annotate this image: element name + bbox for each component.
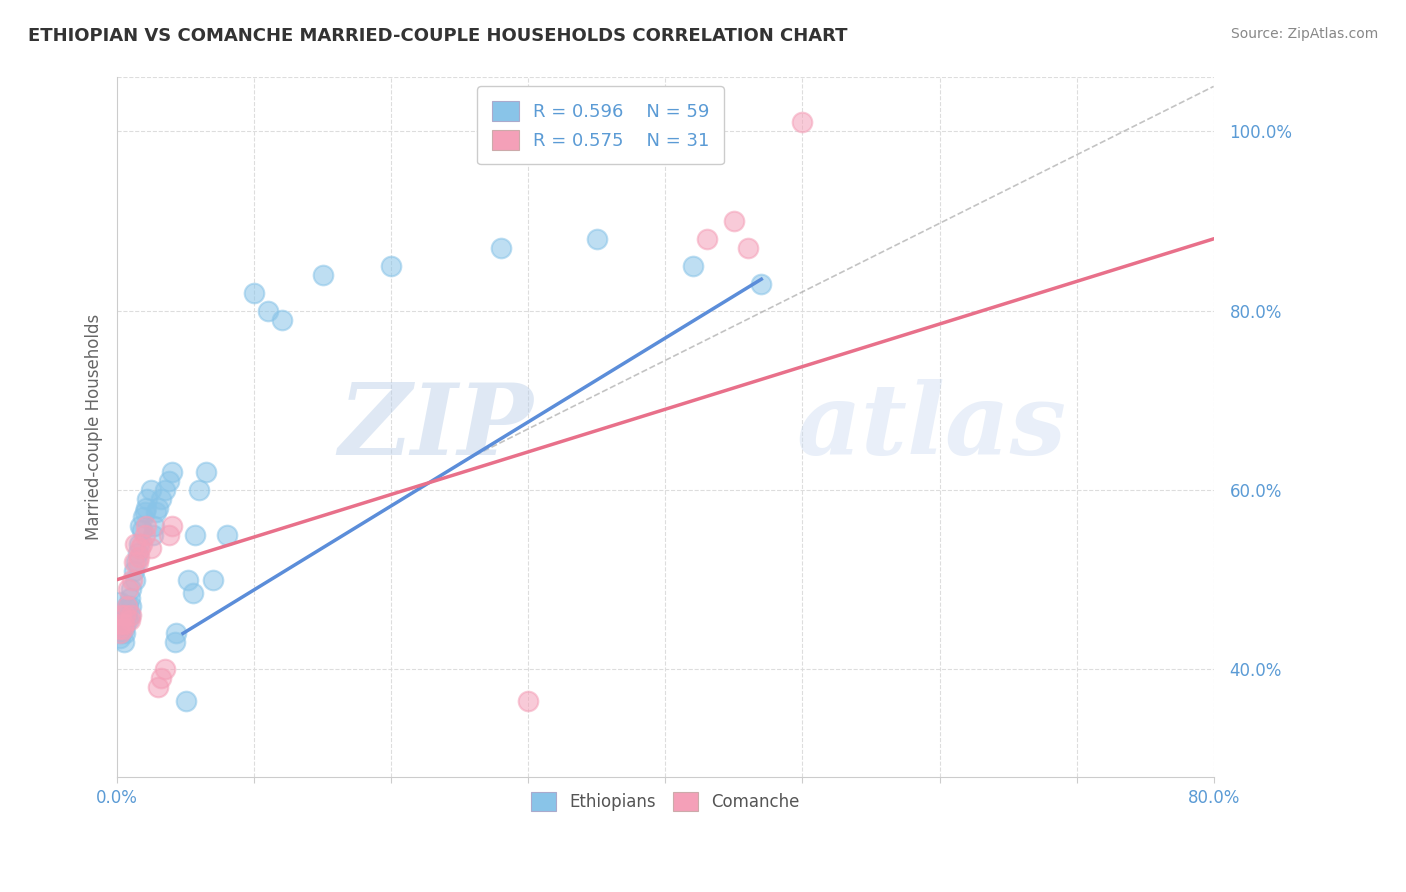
Point (723, 214, 745, 228)
Point (110, 613, 132, 627)
Point (136, 491, 159, 506)
Point (121, 573, 143, 587)
Point (115, 608, 138, 623)
Point (215, 528, 238, 542)
Point (124, 573, 146, 587)
Point (120, 599, 142, 614)
Point (134, 505, 156, 519)
Point (270, 312, 292, 326)
Point (135, 518, 157, 533)
Point (120, 582, 142, 596)
Point (108, 626, 131, 640)
Point (127, 546, 149, 560)
Point (112, 622, 135, 636)
Point (114, 608, 136, 623)
Point (243, 285, 266, 300)
Point (122, 555, 145, 569)
Point (148, 680, 170, 694)
Point (128, 537, 150, 551)
Point (142, 528, 165, 542)
Point (163, 635, 186, 649)
Point (118, 613, 141, 627)
Point (148, 500, 170, 515)
Point (118, 591, 141, 605)
Point (160, 465, 183, 479)
Point (111, 617, 134, 632)
Point (124, 537, 146, 551)
Point (165, 626, 187, 640)
Point (181, 586, 204, 600)
Point (157, 528, 180, 542)
Y-axis label: Married-couple Households: Married-couple Households (86, 314, 103, 541)
Point (131, 537, 153, 551)
Point (586, 232, 609, 246)
Text: atlas: atlas (797, 379, 1067, 475)
Point (117, 613, 139, 627)
Point (682, 259, 704, 273)
Point (150, 671, 173, 685)
Text: Source: ZipAtlas.com: Source: ZipAtlas.com (1230, 27, 1378, 41)
Point (108, 617, 131, 632)
Point (132, 509, 155, 524)
Point (153, 662, 176, 676)
Point (195, 465, 218, 479)
Point (111, 622, 134, 636)
Point (174, 693, 197, 707)
Point (127, 555, 149, 569)
Point (110, 608, 132, 623)
Point (118, 608, 141, 623)
Point (114, 617, 136, 632)
Point (110, 626, 132, 640)
Point (517, 693, 540, 707)
Point (150, 491, 173, 506)
Point (141, 541, 163, 556)
Point (112, 635, 135, 649)
Point (115, 599, 138, 614)
Point (737, 241, 759, 255)
Point (128, 550, 150, 565)
Point (108, 595, 131, 609)
Point (115, 599, 138, 614)
Point (129, 518, 152, 533)
Point (184, 528, 207, 542)
Point (107, 622, 129, 636)
Point (257, 303, 280, 318)
Text: ETHIOPIAN VS COMANCHE MARRIED-COUPLE HOUSEHOLDS CORRELATION CHART: ETHIOPIAN VS COMANCHE MARRIED-COUPLE HOU… (28, 27, 848, 45)
Point (157, 474, 180, 488)
Point (117, 582, 139, 596)
Point (749, 277, 772, 291)
Point (160, 518, 183, 533)
Point (111, 608, 134, 623)
Point (134, 528, 156, 542)
Point (120, 608, 142, 623)
Point (107, 622, 129, 636)
Point (141, 483, 163, 497)
Point (312, 268, 335, 282)
Legend: Ethiopians, Comanche: Ethiopians, Comanche (517, 779, 813, 824)
Point (117, 599, 139, 614)
Point (143, 518, 166, 533)
Point (131, 523, 153, 537)
Point (145, 505, 167, 519)
Point (135, 500, 157, 515)
Point (122, 564, 145, 578)
Point (153, 483, 176, 497)
Point (112, 617, 135, 632)
Point (792, 115, 814, 129)
Point (108, 631, 131, 645)
Point (380, 259, 402, 273)
Point (188, 483, 211, 497)
Point (125, 555, 148, 569)
Text: ZIP: ZIP (339, 379, 534, 475)
Point (107, 613, 129, 627)
Point (114, 626, 136, 640)
Point (177, 573, 200, 587)
Point (202, 573, 225, 587)
Point (129, 541, 152, 556)
Point (695, 232, 717, 246)
Point (489, 241, 512, 255)
